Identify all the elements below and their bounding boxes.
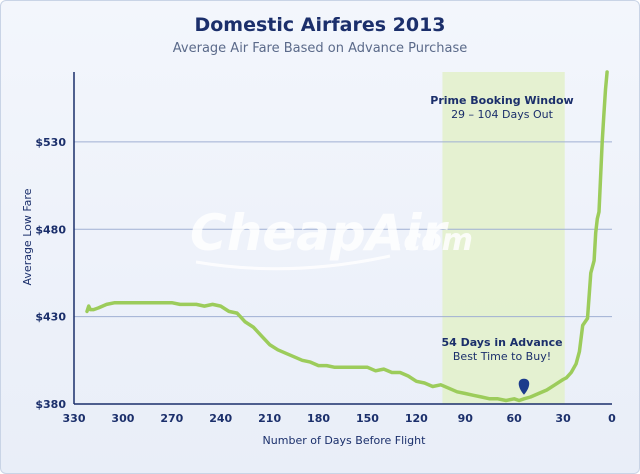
watermark-tld: .com	[392, 223, 473, 258]
annotation-prime-window-range: 29 – 104 Days Out	[451, 108, 554, 121]
x-tick-label: 90	[458, 412, 474, 425]
x-tick-label: 180	[307, 412, 330, 425]
y-tick-labels: $380 $430 $480 $530	[35, 136, 66, 411]
x-tick-label: 300	[111, 412, 134, 425]
chart-subtitle: Average Air Fare Based on Advance Purcha…	[172, 41, 468, 56]
annotation-best-day-sub: Best Time to Buy!	[453, 350, 551, 363]
x-tick-labels: 330 300 270 240 210 180 150 120 90 60 30 0	[63, 412, 617, 425]
y-axis-label: Average Low Fare	[21, 188, 34, 285]
y-tick-label: $430	[35, 311, 66, 324]
prime-booking-window-band	[442, 72, 565, 404]
y-tick-label: $480	[35, 223, 66, 236]
chart-title: Domestic Airfares 2013	[194, 14, 446, 36]
fare-series-line	[85, 70, 609, 403]
x-tick-label: 210	[258, 412, 281, 425]
best-time-marker-icon	[518, 378, 530, 395]
x-tick-label: 150	[356, 412, 379, 425]
x-tick-label: 330	[63, 412, 86, 425]
watermark-brand: CheapAir	[190, 204, 450, 262]
y-tick-label: $380	[35, 398, 66, 411]
cheapair-watermark: CheapAir .com	[190, 204, 473, 271]
x-axis-label: Number of Days Before Flight	[263, 434, 427, 447]
annotation-prime-window-title: Prime Booking Window	[430, 94, 573, 107]
x-tick-label: 120	[405, 412, 428, 425]
x-tick-label: 270	[160, 412, 183, 425]
x-tick-label: 0	[608, 412, 616, 425]
gridlines	[74, 141, 612, 318]
x-tick-label: 30	[555, 412, 571, 425]
x-tick-label: 60	[507, 412, 523, 425]
watermark-swoosh-icon	[195, 254, 391, 271]
x-tick-label: 240	[209, 412, 232, 425]
annotation-best-day-title: 54 Days in Advance	[441, 336, 562, 349]
y-tick-label: $530	[35, 136, 66, 149]
